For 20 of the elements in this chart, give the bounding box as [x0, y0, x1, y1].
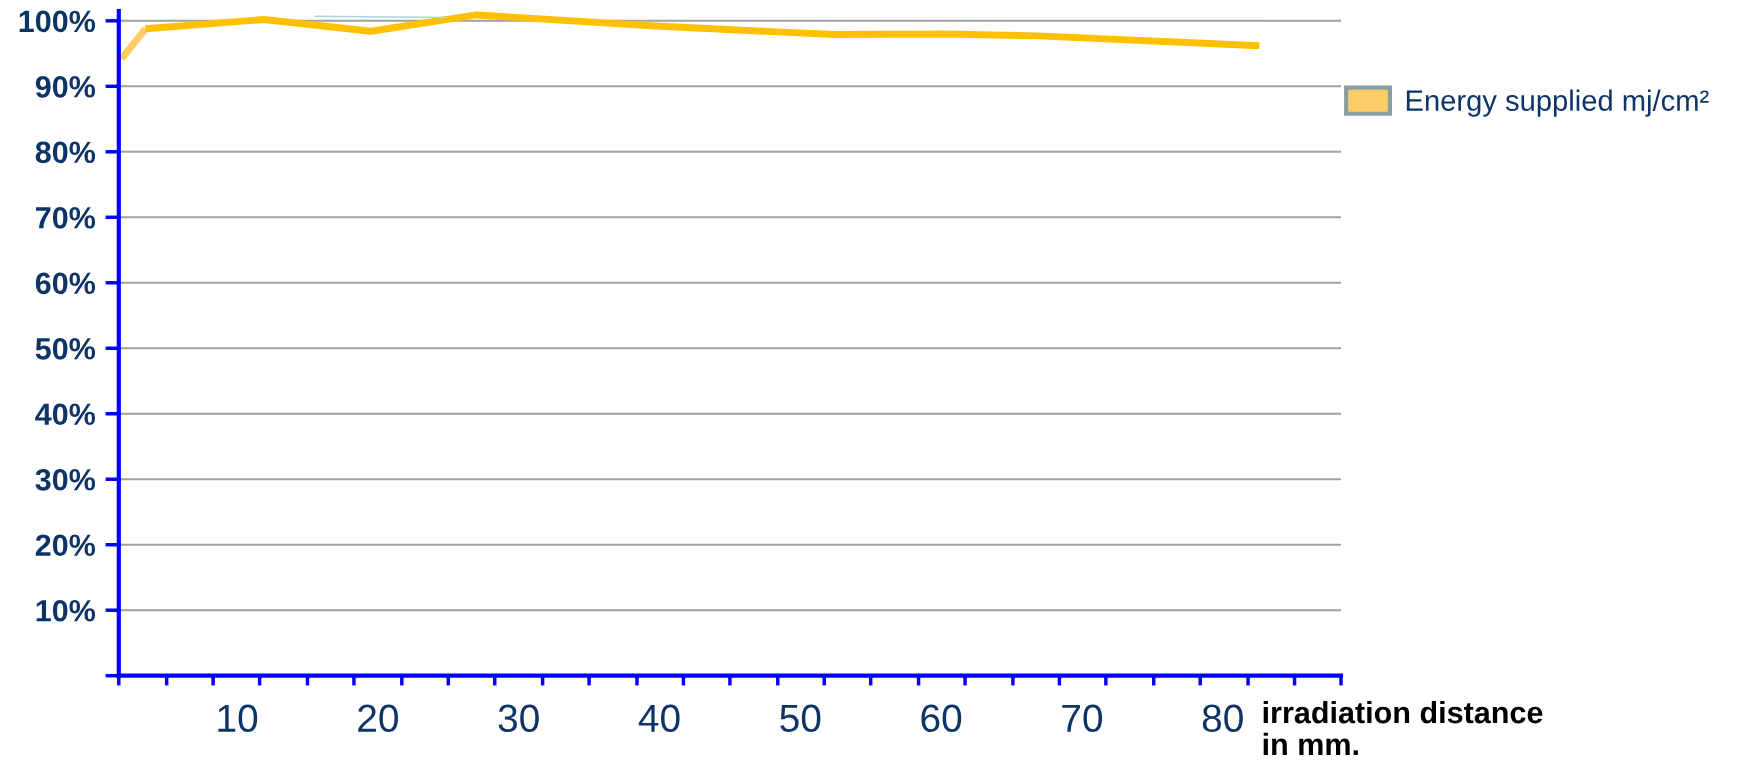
y-tick-label: 40%: [35, 403, 96, 426]
y-tick-label: 70%: [36, 207, 96, 229]
y-tick-label: 30%: [35, 468, 96, 491]
y-tick-label: 10%: [36, 599, 96, 622]
y-tick-label: 20%: [35, 534, 96, 557]
y-tick-label: 100%: [19, 10, 96, 33]
y-tick-label: 80%: [35, 141, 96, 164]
x-tick-label: 80: [1202, 704, 1243, 733]
x-tick-label: 40: [638, 704, 680, 733]
x-tick-label: 20: [358, 704, 398, 733]
y-tick-label: 90%: [35, 76, 96, 98]
y-tick-label: 60%: [35, 272, 96, 295]
x-tick-label: 50: [780, 704, 821, 733]
x-tick-label: 70: [1062, 704, 1103, 733]
legend-label: Energy supplied mj/cm²: [1406, 89, 1709, 117]
x-tick-label: 10: [218, 704, 258, 733]
x-tick-label: 60: [921, 704, 962, 733]
x-axis-title: irradiation distance in mm.: [1263, 700, 1543, 755]
y-tick-label: 50%: [35, 337, 96, 360]
x-tick-label: 30: [498, 704, 539, 733]
